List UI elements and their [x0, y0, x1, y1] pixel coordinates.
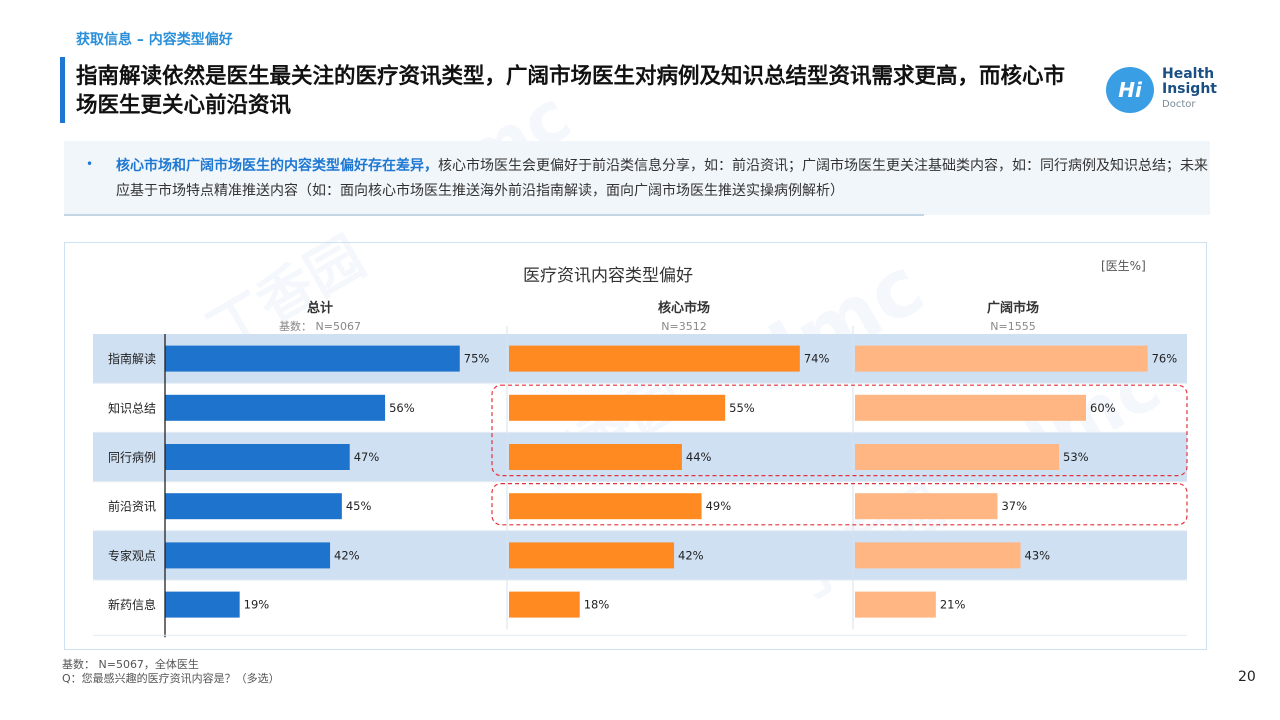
footnote-question: Q：您最感兴趣的医疗资讯内容是？（多选）: [62, 672, 280, 685]
summary-bullet: •: [86, 157, 94, 171]
health-insight-logo: Hi Health Insight Doctor: [1106, 64, 1217, 114]
section-label: 获取信息 – 内容类型偏好: [76, 32, 233, 48]
page-title: 指南解读依然是医生最关注的医疗资讯类型，广阔市场医生对病例及知识总结型资讯需求更…: [76, 64, 1066, 118]
logo-mark: Hi: [1106, 67, 1154, 113]
summary-body: 核心市场医生会更偏好于前沿类信息分享，如：前沿资讯；广阔市场医生更关注基础类内容…: [116, 158, 1208, 199]
summary-emphasis: 核心市场和广阔市场医生的内容类型偏好存在差异，: [116, 158, 438, 174]
title-accent-bar: [60, 57, 65, 123]
chart-panel: [64, 242, 1207, 650]
footnote: 基数： N=5067，全体医生 Q：您最感兴趣的医疗资讯内容是？（多选）: [62, 658, 280, 686]
logo-line3: Doctor: [1162, 99, 1196, 110]
chart-title: 医疗资讯内容类型偏好: [523, 266, 693, 286]
page-number: 20: [1238, 669, 1256, 685]
logo-text: Health Insight Doctor: [1162, 67, 1217, 112]
logo-line1: Health: [1162, 66, 1215, 82]
chart-unit: [医生%]: [1101, 259, 1146, 273]
footnote-base: 基数： N=5067，全体医生: [62, 658, 199, 671]
summary-text: 核心市场和广阔市场医生的内容类型偏好存在差异，核心市场医生会更偏好于前沿类信息分…: [116, 154, 1210, 204]
summary-box: [64, 141, 1210, 215]
summary-underline: [64, 214, 924, 216]
logo-line2: Insight: [1162, 81, 1217, 97]
